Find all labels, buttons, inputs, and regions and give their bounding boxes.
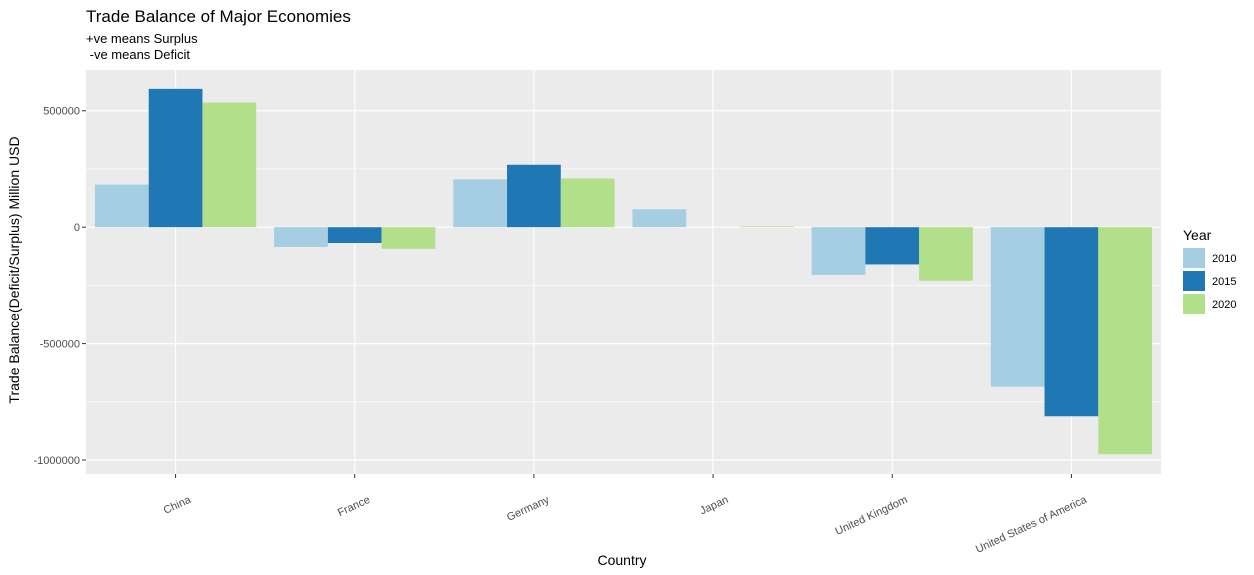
y-tick-label: -500000 <box>40 339 80 351</box>
chart-title: Trade Balance of Major Economies <box>86 7 351 26</box>
bar-2015-united-kingdom <box>865 227 920 265</box>
chart-subtitle-line-2: -ve means Deficit <box>86 47 190 62</box>
x-tick-label: United States of America <box>974 493 1090 555</box>
y-tick-label: 500000 <box>43 106 80 118</box>
bar-2015-united-states-of-america <box>1044 227 1099 417</box>
panel-background <box>86 70 1161 474</box>
x-axis-title: Country <box>597 552 646 568</box>
plot-panel <box>86 70 1161 474</box>
x-tick-label: United Kingdom <box>833 494 909 538</box>
x-tick-label: China <box>162 493 194 516</box>
bar-2020-united-kingdom <box>919 227 973 281</box>
legend-title: Year <box>1183 227 1212 243</box>
legend-swatch-2010 <box>1183 248 1205 268</box>
bar-2010-japan <box>632 209 687 228</box>
bar-2010-united-kingdom <box>811 227 866 275</box>
legend-swatch-2020 <box>1183 294 1205 314</box>
legend-swatch-2015 <box>1183 271 1205 291</box>
x-tick-label: Japan <box>698 494 730 518</box>
bar-2020-china <box>202 102 257 228</box>
bars <box>94 88 1153 455</box>
bar-2010-china <box>94 184 149 228</box>
y-axis: 500000 0 -500000 -1000000 <box>34 106 86 467</box>
bar-2015-china <box>148 88 203 228</box>
bar-2015-germany <box>507 164 561 228</box>
legend-label-2015: 2015 <box>1212 276 1236 288</box>
bar-2020-united-states-of-america <box>1098 227 1153 455</box>
legend-label-2020: 2020 <box>1212 299 1236 311</box>
bar-2020-japan <box>739 226 794 228</box>
x-tick-label: France <box>336 494 372 519</box>
y-tick-label: -1000000 <box>34 455 81 467</box>
y-axis-title: Trade Balance(Deficit/Surplus) Million U… <box>6 136 22 403</box>
bar-2020-france <box>381 227 436 249</box>
y-tick-label: 0 <box>74 222 80 234</box>
bar-2010-united-states-of-america <box>990 227 1045 387</box>
chart-subtitle-line-1: +ve means Surplus <box>86 31 198 46</box>
x-axis: China France Germany Japan United Kingdom Uni… <box>162 474 1090 556</box>
bar-2010-germany <box>453 179 508 228</box>
x-tick-label: Germany <box>505 494 552 524</box>
legend: Year 2010 2015 2020 <box>1183 227 1236 314</box>
bar-2020-germany <box>560 178 615 228</box>
bar-2015-france <box>327 227 382 244</box>
bar-2010-france <box>274 227 328 247</box>
legend-label-2010: 2010 <box>1212 253 1236 265</box>
